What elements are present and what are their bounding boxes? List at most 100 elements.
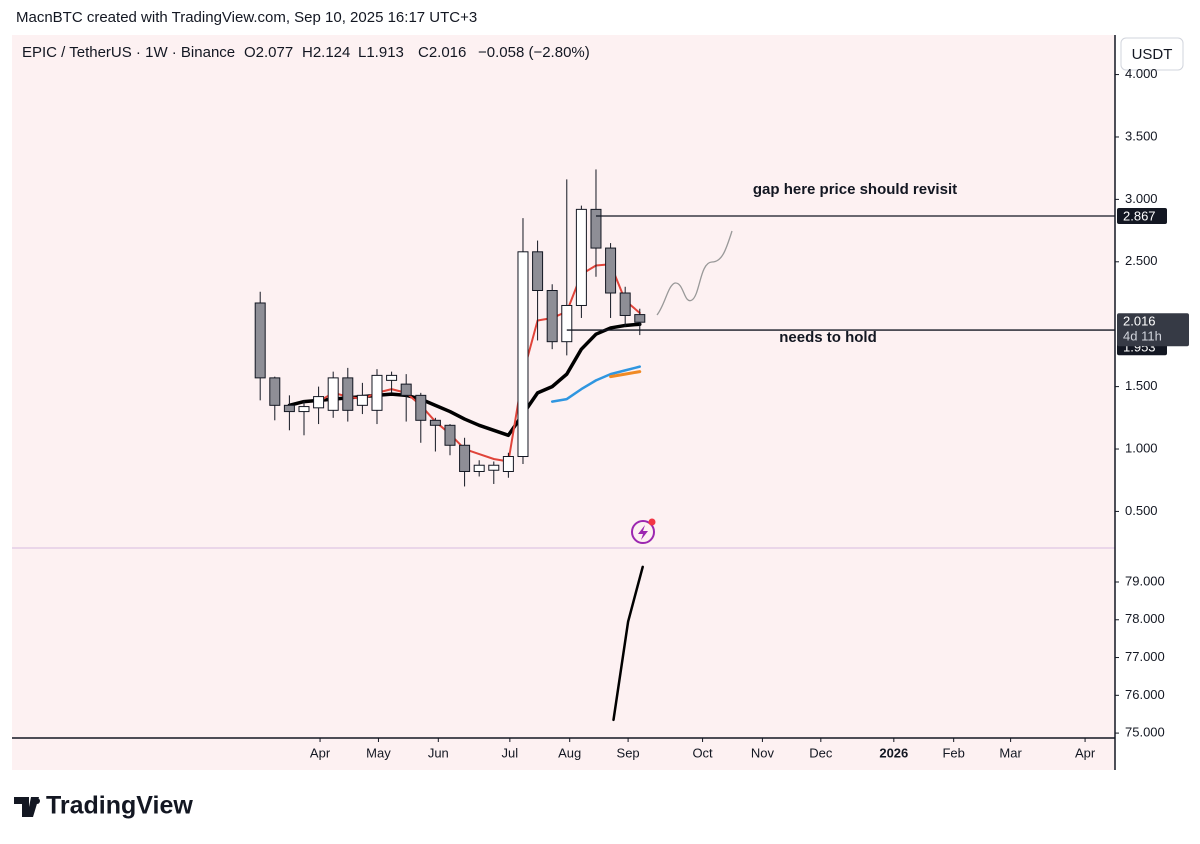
- candle: [415, 392, 427, 443]
- candle: [590, 169, 602, 277]
- x-tick-label: May: [366, 745, 391, 760]
- ohlc-high: H2.124: [302, 44, 350, 61]
- x-tick-label: Sep: [617, 745, 640, 760]
- candle: [400, 374, 412, 422]
- candle: [269, 376, 281, 421]
- y-tick-label: 79.000: [1125, 573, 1165, 588]
- line: [612, 565, 644, 722]
- candle-body: [532, 251, 544, 292]
- x-tick-label: Jun: [428, 745, 449, 760]
- price-badge: [1117, 207, 1167, 224]
- candle: [619, 286, 631, 327]
- y-tick-label: 75.000: [1125, 725, 1165, 740]
- y-tick-label: 3.500: [1125, 128, 1158, 143]
- candle-body: [619, 292, 631, 316]
- alert-icon: [631, 518, 656, 544]
- x-tick-label: Nov: [751, 745, 775, 760]
- candle: [356, 382, 368, 415]
- header-text: MacnBTC created with TradingView.com, Se…: [16, 9, 477, 26]
- x-tick-label: Mar: [999, 745, 1022, 760]
- candle: [283, 395, 295, 431]
- candle: [429, 417, 441, 452]
- candle: [473, 460, 485, 477]
- candle-body: [575, 208, 587, 306]
- candle: [459, 437, 471, 487]
- candle-body: [488, 464, 500, 471]
- ohlc-open: O2.077: [244, 44, 293, 61]
- candle-body: [605, 247, 617, 294]
- candle-body: [254, 302, 266, 379]
- annotation: gap here price should revisit: [753, 181, 957, 198]
- x-tick-label: Oct: [692, 745, 713, 760]
- brand-logo: [14, 797, 40, 817]
- chart-background: [12, 35, 1115, 770]
- y-tick-label: 1.500: [1125, 378, 1158, 393]
- line: [550, 365, 642, 403]
- candle-body: [561, 304, 573, 343]
- line: [609, 370, 642, 379]
- candle: [517, 218, 529, 464]
- currency-button[interactable]: [1120, 37, 1184, 71]
- brand-name: TradingView: [46, 792, 193, 820]
- x-tick-label: Feb: [942, 745, 964, 760]
- last-price-label: 2.016: [1123, 314, 1156, 329]
- candle: [488, 461, 500, 484]
- candle: [605, 243, 617, 318]
- candle: [532, 240, 544, 341]
- y-tick-label: 4.000: [1125, 66, 1158, 81]
- x-tick-label: Apr: [310, 745, 331, 760]
- candle-body: [342, 377, 354, 411]
- candle: [313, 386, 325, 425]
- y-tick-label: 77.000: [1125, 649, 1165, 664]
- candle-body: [444, 424, 456, 446]
- candle-body: [546, 290, 558, 343]
- y-tick-label: 3.000: [1125, 191, 1158, 206]
- candle-body: [371, 374, 383, 411]
- candle-body: [473, 464, 485, 472]
- ohlc-change: −0.058 (−2.80%): [478, 44, 590, 61]
- candle-body: [327, 377, 339, 411]
- candle: [561, 179, 573, 356]
- candle-body: [313, 396, 325, 409]
- last-price-badge: [1117, 313, 1189, 347]
- candle: [342, 367, 354, 422]
- projection-drawing: [656, 230, 733, 316]
- candle: [575, 205, 587, 318]
- candle-body: [415, 394, 427, 421]
- candle-body: [298, 406, 310, 413]
- candle-body: [634, 314, 646, 323]
- y-tick-label: 78.000: [1125, 611, 1165, 626]
- candle: [444, 424, 456, 456]
- candle: [298, 400, 310, 436]
- x-tick-label: Dec: [809, 745, 833, 760]
- currency-label[interactable]: USDT: [1132, 46, 1173, 63]
- annotation: needs to hold: [779, 329, 877, 346]
- x-tick-label: 2026: [879, 745, 908, 760]
- candle-body: [502, 456, 514, 472]
- y-tick-label: 2.500: [1125, 253, 1158, 268]
- candle-body: [356, 394, 368, 406]
- x-tick-label: Aug: [558, 745, 581, 760]
- candle: [254, 291, 266, 401]
- countdown-label: 4d 11h: [1123, 329, 1162, 344]
- price-badge-label: 2.867: [1123, 208, 1156, 223]
- candle: [327, 371, 339, 418]
- x-tick-label: Jul: [502, 745, 519, 760]
- y-tick-label: 0.500: [1125, 503, 1158, 518]
- ohlc-close: C2.016: [418, 44, 466, 61]
- candle-body: [517, 251, 529, 458]
- ohlc-low: L1.913: [358, 44, 404, 61]
- candle-body: [429, 419, 441, 426]
- candle: [502, 452, 514, 478]
- symbol-title: EPIC / TetherUS · 1W · Binance: [22, 44, 235, 61]
- candle-body: [459, 444, 471, 472]
- candle-body: [283, 404, 295, 413]
- candle: [546, 284, 558, 350]
- candle-body: [386, 374, 398, 381]
- candle-body: [269, 377, 281, 406]
- x-tick-label: Apr: [1075, 745, 1096, 760]
- candle-body: [400, 383, 412, 396]
- candle-body: [590, 208, 602, 249]
